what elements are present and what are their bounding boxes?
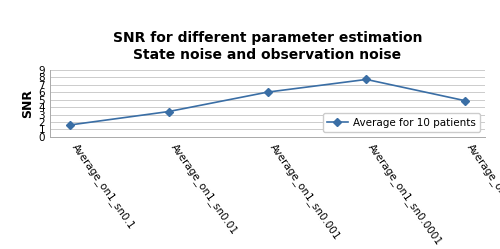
Average for 10 patients bbox=[462, 99, 468, 102]
Average for 10 patients bbox=[264, 91, 270, 94]
Average for 10 patients bbox=[166, 110, 172, 113]
Line: Average for 10 patients: Average for 10 patients bbox=[67, 77, 468, 128]
Title: SNR for different parameter estimation
State noise and observation noise: SNR for different parameter estimation S… bbox=[113, 31, 422, 62]
Y-axis label: SNR: SNR bbox=[22, 89, 35, 118]
Average for 10 patients bbox=[364, 78, 370, 81]
Average for 10 patients bbox=[67, 124, 73, 126]
Legend: Average for 10 patients: Average for 10 patients bbox=[322, 113, 480, 132]
